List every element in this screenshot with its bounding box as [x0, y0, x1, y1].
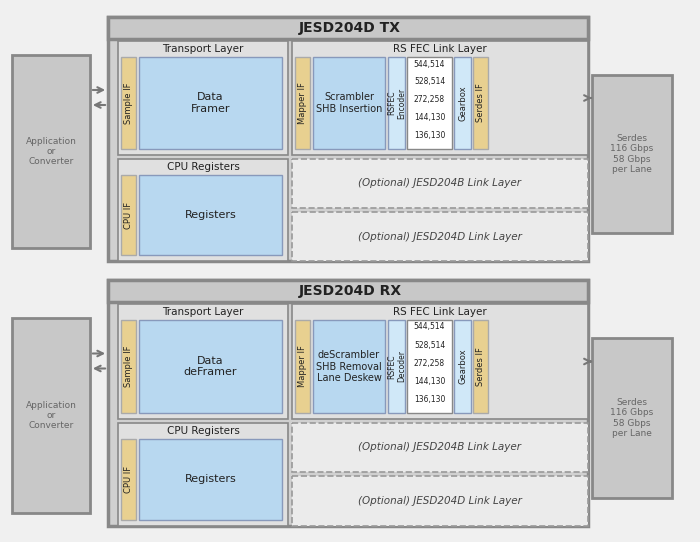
Bar: [313, 57, 385, 149]
Text: Application
or
Converter: Application or Converter: [26, 137, 76, 166]
Bar: [592, 338, 672, 498]
Bar: [407, 320, 452, 413]
Text: Sample IF: Sample IF: [124, 346, 133, 387]
Text: RS FEC Link Layer: RS FEC Link Layer: [393, 44, 487, 54]
Text: 528,514: 528,514: [414, 340, 445, 350]
Text: 144,130: 144,130: [414, 377, 445, 386]
Text: Serdes IF: Serdes IF: [476, 83, 485, 122]
Text: 528,514: 528,514: [414, 78, 445, 86]
Bar: [292, 423, 588, 472]
Bar: [121, 320, 136, 413]
Bar: [139, 320, 282, 413]
Text: 136,130: 136,130: [414, 395, 445, 404]
Bar: [292, 41, 588, 155]
Text: Serdes IF: Serdes IF: [476, 347, 485, 386]
Text: Serdes
116 Gbps
58 Gbps
per Lane: Serdes 116 Gbps 58 Gbps per Lane: [610, 398, 654, 438]
Text: 144,130: 144,130: [414, 113, 445, 122]
Text: Gearbox: Gearbox: [458, 349, 467, 384]
Text: CPU Registers: CPU Registers: [167, 426, 239, 436]
Text: Data
deFramer: Data deFramer: [183, 356, 237, 377]
Text: 544,514: 544,514: [414, 322, 445, 332]
Bar: [388, 57, 405, 149]
Text: JESD204D RX: JESD204D RX: [298, 284, 402, 298]
Text: (Optional) JESD204D Link Layer: (Optional) JESD204D Link Layer: [358, 231, 522, 242]
Text: Mapper IF: Mapper IF: [298, 82, 307, 124]
Text: 136,130: 136,130: [414, 131, 445, 140]
Bar: [121, 57, 136, 149]
Text: Serdes
116 Gbps
58 Gbps
per Lane: Serdes 116 Gbps 58 Gbps per Lane: [610, 134, 654, 174]
Text: (Optional) JESD204B Link Layer: (Optional) JESD204B Link Layer: [358, 442, 522, 453]
Text: Registers: Registers: [185, 474, 237, 485]
Bar: [139, 175, 282, 255]
Text: CPU Registers: CPU Registers: [167, 162, 239, 172]
Bar: [292, 304, 588, 419]
Bar: [295, 320, 310, 413]
Bar: [118, 423, 288, 526]
Bar: [139, 439, 282, 520]
Bar: [118, 41, 288, 155]
Text: Sample IF: Sample IF: [124, 82, 133, 124]
Bar: [295, 57, 310, 149]
Bar: [108, 17, 588, 39]
Bar: [108, 280, 588, 526]
Bar: [292, 159, 588, 208]
Bar: [473, 57, 488, 149]
Bar: [12, 318, 90, 513]
Text: JESD204D TX: JESD204D TX: [299, 21, 401, 35]
Bar: [292, 212, 588, 261]
Text: CPU IF: CPU IF: [124, 466, 133, 493]
Bar: [108, 17, 588, 261]
Text: Data
Framer: Data Framer: [190, 92, 230, 114]
Bar: [592, 75, 672, 233]
Bar: [454, 57, 471, 149]
Text: RSFEC
Decoder: RSFEC Decoder: [387, 351, 406, 383]
Text: Scrambler
SHB Insertion: Scrambler SHB Insertion: [316, 92, 382, 114]
Text: Gearbox: Gearbox: [458, 85, 467, 121]
Text: Transport Layer: Transport Layer: [162, 44, 244, 54]
Bar: [388, 320, 405, 413]
Bar: [118, 304, 288, 419]
Bar: [12, 55, 90, 248]
Text: Transport Layer: Transport Layer: [162, 307, 244, 317]
Text: 544,514: 544,514: [414, 60, 445, 68]
Bar: [473, 320, 488, 413]
Bar: [292, 476, 588, 526]
Bar: [121, 175, 136, 255]
Bar: [139, 57, 282, 149]
Text: CPU IF: CPU IF: [124, 202, 133, 229]
Text: 272,258: 272,258: [414, 95, 445, 104]
Bar: [121, 439, 136, 520]
Bar: [454, 320, 471, 413]
Bar: [313, 320, 385, 413]
Bar: [118, 159, 288, 261]
Text: (Optional) JESD204D Link Layer: (Optional) JESD204D Link Layer: [358, 496, 522, 506]
Text: RS FEC Link Layer: RS FEC Link Layer: [393, 307, 487, 317]
Bar: [108, 280, 588, 302]
Text: 272,258: 272,258: [414, 359, 445, 367]
Text: Registers: Registers: [185, 210, 237, 220]
Text: (Optional) JESD204B Link Layer: (Optional) JESD204B Link Layer: [358, 178, 522, 189]
Text: deScrambler
SHB Removal
Lane Deskew: deScrambler SHB Removal Lane Deskew: [316, 350, 382, 383]
Bar: [407, 57, 452, 149]
Text: RSFEC
Encoder: RSFEC Encoder: [387, 87, 406, 119]
Text: Application
or
Converter: Application or Converter: [26, 401, 76, 430]
Text: Mapper IF: Mapper IF: [298, 346, 307, 388]
